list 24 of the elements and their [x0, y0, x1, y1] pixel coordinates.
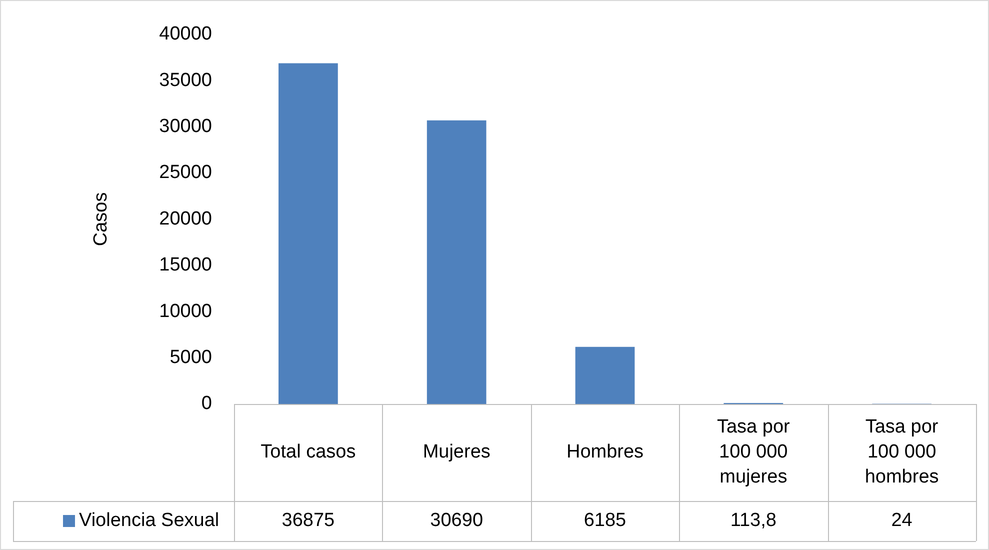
x-tick-label: Total casos — [260, 442, 356, 463]
data-label: 113,8 — [730, 510, 776, 532]
y-tick-label: 20000 — [159, 208, 212, 230]
y-tick-label: 25000 — [159, 162, 212, 184]
y-tick-label: 30000 — [159, 116, 212, 138]
data-label: 6185 — [584, 510, 626, 532]
y-tick-label: 35000 — [159, 70, 212, 91]
y-axis-title: Casos — [90, 192, 112, 246]
legend-label: Violencia Sexual — [79, 510, 220, 532]
x-tick-label: Tasa por 100 000 mujeres — [716, 416, 791, 488]
bar — [426, 120, 486, 404]
y-tick-label: 5000 — [170, 347, 212, 368]
y-tick-label: 0 — [201, 393, 212, 414]
x-tick-label: Mujeres — [422, 442, 490, 463]
bar — [575, 346, 635, 404]
y-tick-label: 40000 — [159, 24, 212, 45]
x-tick-label: Tasa por 100 000 hombres — [864, 416, 939, 488]
data-label: 30690 — [430, 510, 484, 532]
data-label: 36875 — [282, 510, 335, 532]
y-tick-label: 15000 — [159, 254, 212, 276]
y-tick-label: 10000 — [159, 300, 212, 322]
bar — [278, 63, 338, 404]
data-label: 24 — [891, 510, 913, 532]
x-tick-label: Hombres — [566, 442, 644, 463]
